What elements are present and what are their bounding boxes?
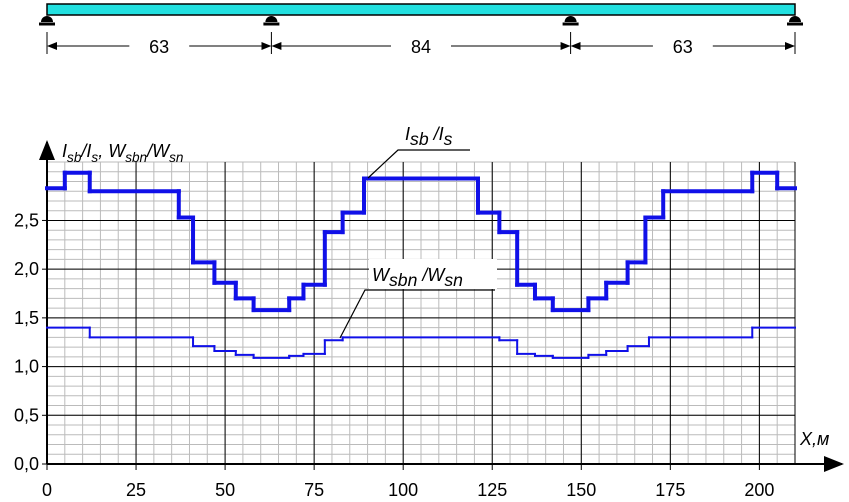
- text-part: W: [372, 265, 391, 285]
- x-axis-label: X,м: [799, 429, 829, 449]
- text-part: I: [405, 124, 410, 144]
- span-label: 63: [673, 37, 693, 57]
- support: [41, 16, 53, 22]
- text-part: /I: [429, 124, 444, 144]
- y-tick-label: 0,0: [14, 454, 39, 474]
- text-part: I: [62, 141, 67, 161]
- leader-line: [367, 149, 470, 179]
- x-tick-label: 100: [388, 480, 418, 500]
- subscript: sbn: [389, 270, 417, 290]
- support: [789, 16, 801, 22]
- subscript: s: [444, 129, 453, 149]
- y-tick-label: 2,5: [14, 210, 39, 230]
- x-tick-label: 175: [655, 480, 685, 500]
- series: [46, 326, 796, 359]
- series-label: Wsbn /Wsn: [372, 265, 463, 290]
- series-label: Isb /Is: [405, 124, 453, 149]
- text-part: , W: [98, 141, 127, 161]
- y-axis-label: Isb/Is, Wsbn/Wsn: [62, 141, 183, 165]
- series: [45, 170, 797, 313]
- y-tick-label: 0,5: [14, 405, 39, 425]
- text-part: /W: [417, 265, 446, 285]
- subscript: sb: [410, 129, 429, 149]
- x-tick-label: 150: [566, 480, 596, 500]
- text-part: /W: [145, 141, 171, 161]
- x-tick-label: 200: [744, 480, 774, 500]
- beam: [46, 3, 796, 16]
- label-bg: [369, 259, 497, 289]
- y-tick-label: 1,0: [14, 357, 39, 377]
- span-label: 84: [411, 37, 431, 57]
- leader-line: [339, 289, 495, 339]
- subscript: sb: [67, 150, 82, 165]
- text-part: /I: [79, 141, 91, 161]
- support: [564, 16, 577, 22]
- x-tick-label: 0: [42, 480, 52, 500]
- support: [265, 16, 278, 22]
- minor-grid: [46, 161, 796, 465]
- span-label: 63: [149, 37, 169, 57]
- subscript: sn: [169, 150, 183, 165]
- x-tick-label: 125: [477, 480, 507, 500]
- x-tick-label: 75: [304, 480, 324, 500]
- x-tick-label: 25: [126, 480, 146, 500]
- y-tick-label: 2,0: [14, 259, 39, 279]
- label-bg: [402, 118, 530, 148]
- subscript: sn: [444, 270, 463, 290]
- subscript: s: [91, 150, 98, 165]
- y-tick-label: 1,5: [14, 308, 39, 328]
- subscript: sbn: [125, 150, 147, 165]
- x-tick-label: 50: [215, 480, 235, 500]
